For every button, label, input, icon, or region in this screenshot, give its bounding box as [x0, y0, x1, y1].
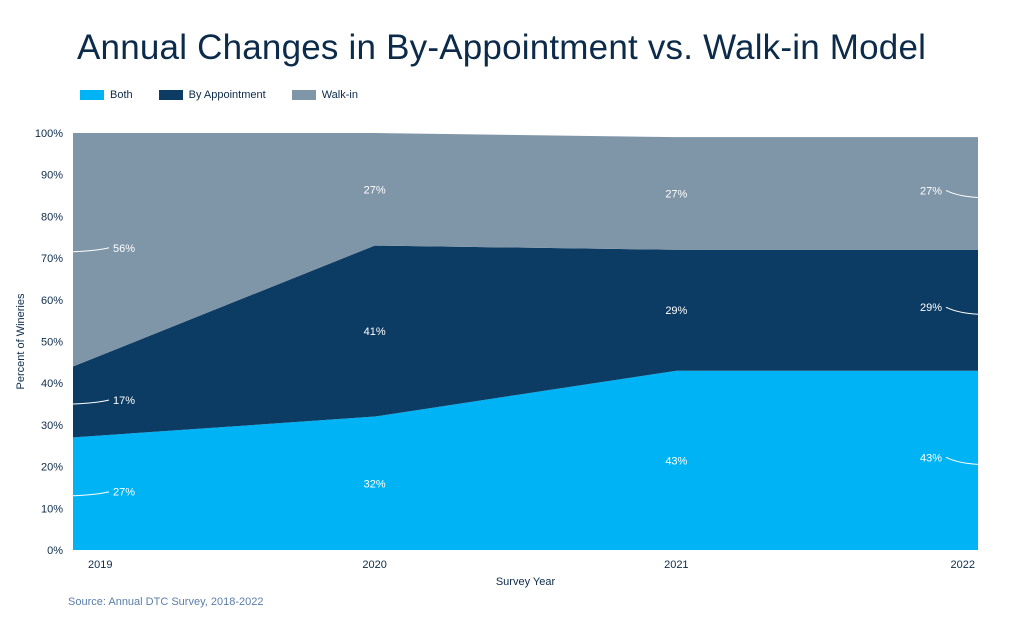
- data-label-by-appointment: 41%: [364, 326, 386, 338]
- legend-swatch-both: [80, 90, 104, 100]
- legend-item-walk-in: Walk-in: [291, 89, 358, 101]
- leader-line: [945, 190, 979, 198]
- y-tick-label: 0%: [47, 545, 63, 557]
- legend-label-by-appointment: By Appointment: [188, 89, 266, 101]
- y-tick-label: 80%: [41, 211, 63, 223]
- y-tick-label: 10%: [41, 503, 63, 515]
- data-label-walk-in: 27%: [920, 185, 942, 197]
- x-tick-label: 2019: [88, 559, 112, 571]
- data-label-both: 32%: [364, 478, 386, 490]
- area-by-appointment: [73, 245, 978, 438]
- y-tick-label: 30%: [41, 420, 63, 432]
- y-tick-label: 70%: [41, 253, 63, 265]
- legend-label-both: Both: [110, 89, 133, 101]
- y-tick-label: 100%: [35, 128, 63, 140]
- chart-title: Annual Changes in By-Appointment vs. Wal…: [77, 28, 927, 67]
- data-label-by-appointment: 29%: [665, 305, 687, 317]
- y-tick-label: 90%: [41, 170, 63, 182]
- data-label-both: 43%: [920, 452, 942, 464]
- area-both: [73, 370, 978, 550]
- y-tick-label: 60%: [41, 295, 63, 307]
- legend-item-both: Both: [80, 89, 133, 101]
- x-tick-label: 2022: [951, 559, 975, 571]
- y-tick-label: 40%: [41, 378, 63, 390]
- legend-swatch-walk-in: [291, 90, 316, 100]
- legend-label-walk-in: Walk-in: [321, 89, 358, 101]
- x-axis-title: Survey Year: [496, 576, 556, 588]
- data-label-walk-in: 56%: [113, 243, 135, 255]
- leader-line: [72, 491, 110, 497]
- data-label-both: 43%: [665, 455, 687, 467]
- data-label-walk-in: 27%: [364, 184, 386, 196]
- data-label-by-appointment: 17%: [113, 395, 135, 407]
- source-note: Source: Annual DTC Survey, 2018-2022: [68, 596, 264, 608]
- legend-swatch-by-appointment: [158, 90, 183, 100]
- legend-item-by-appointment: By Appointment: [158, 89, 266, 101]
- x-tick-label: 2020: [362, 559, 386, 571]
- leader-line: [945, 306, 979, 315]
- y-tick-label: 50%: [41, 337, 63, 349]
- leader-line: [72, 247, 110, 253]
- x-tick-label: 2021: [664, 559, 688, 571]
- leader-line: [945, 456, 979, 465]
- leader-line: [72, 399, 110, 405]
- y-axis-title: Percent of Wineries: [15, 293, 27, 389]
- legend: Both By Appointment Walk-in: [80, 89, 384, 101]
- y-tick-label: 20%: [41, 462, 63, 474]
- data-label-by-appointment: 29%: [920, 302, 942, 314]
- data-label-walk-in: 27%: [665, 188, 687, 200]
- data-label-both: 27%: [113, 487, 135, 499]
- area-walk-in: [73, 133, 978, 367]
